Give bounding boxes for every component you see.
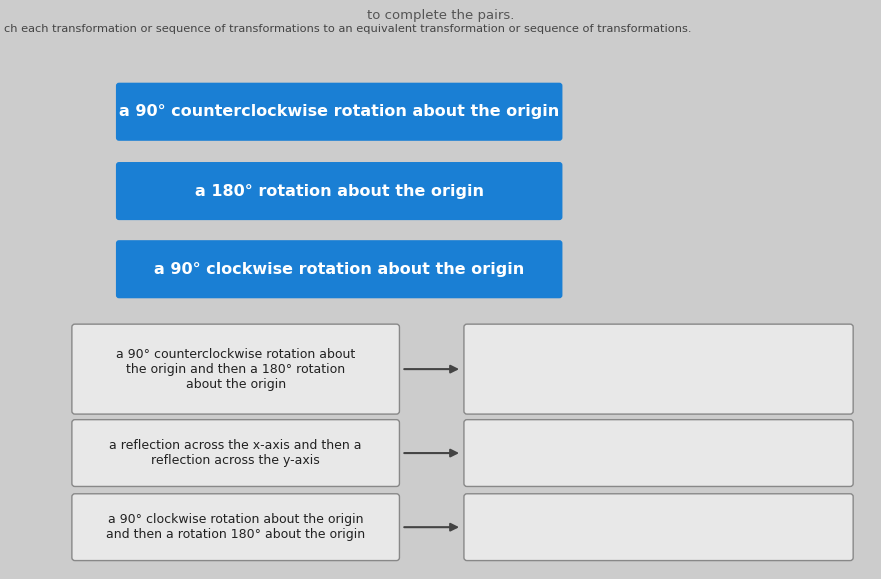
FancyBboxPatch shape	[72, 324, 399, 414]
Text: a reflection across the x-axis and then a
reflection across the y-axis: a reflection across the x-axis and then …	[109, 439, 362, 467]
Text: a 90° counterclockwise rotation about the origin: a 90° counterclockwise rotation about th…	[119, 104, 559, 119]
FancyBboxPatch shape	[72, 420, 399, 486]
Text: a 90° clockwise rotation about the origin: a 90° clockwise rotation about the origi…	[154, 262, 524, 277]
FancyBboxPatch shape	[72, 494, 399, 560]
Text: to complete the pairs.: to complete the pairs.	[366, 9, 515, 21]
Text: a 180° rotation about the origin: a 180° rotation about the origin	[195, 184, 484, 199]
Text: a 90° clockwise rotation about the origin
and then a rotation 180° about the ori: a 90° clockwise rotation about the origi…	[106, 513, 366, 541]
Text: ch each transformation or sequence of transformations to an equivalent transform: ch each transformation or sequence of tr…	[4, 24, 692, 34]
FancyBboxPatch shape	[116, 162, 562, 220]
Text: a 90° counterclockwise rotation about
the origin and then a 180° rotation
about : a 90° counterclockwise rotation about th…	[116, 347, 355, 391]
FancyBboxPatch shape	[464, 324, 853, 414]
FancyBboxPatch shape	[464, 420, 853, 486]
FancyBboxPatch shape	[116, 240, 562, 298]
FancyBboxPatch shape	[464, 494, 853, 560]
FancyBboxPatch shape	[116, 83, 562, 141]
